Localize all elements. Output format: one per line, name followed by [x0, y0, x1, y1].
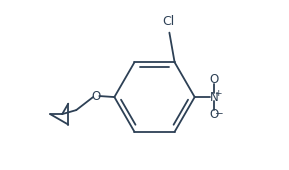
Text: Cl: Cl: [163, 15, 175, 28]
Text: O: O: [92, 90, 101, 103]
Text: +: +: [214, 89, 222, 98]
Text: O: O: [209, 108, 218, 121]
Text: O: O: [209, 73, 218, 87]
Text: −: −: [215, 109, 224, 119]
Text: N: N: [209, 91, 218, 104]
